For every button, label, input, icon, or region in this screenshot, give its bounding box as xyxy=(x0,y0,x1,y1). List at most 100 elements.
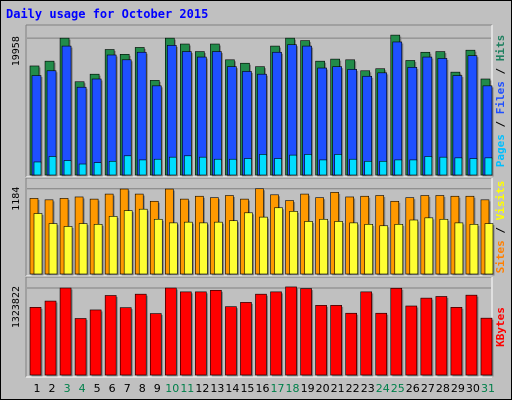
hits-files-bar-3 xyxy=(61,45,72,176)
hits-pages-bar-22 xyxy=(349,158,357,176)
hits-files-bar-26 xyxy=(407,67,418,176)
x-tick-label-18: 18 xyxy=(286,382,300,395)
x-tick-label-22: 22 xyxy=(346,382,360,395)
x-tick-label-16: 16 xyxy=(255,382,269,395)
visits-sites-bar-13 xyxy=(214,221,223,275)
hits-files-bar-8 xyxy=(136,51,147,176)
visits-sites-bar-29 xyxy=(454,222,464,275)
kbytes-kbytes-bar-15 xyxy=(240,302,252,376)
hits-label-part-0: Pages xyxy=(494,134,507,167)
hits-files-bar-23 xyxy=(362,75,373,176)
kbytes-kbytes-bar-25 xyxy=(390,287,403,376)
hits-pages-bar-28 xyxy=(439,156,448,176)
visits-sites-bar-17 xyxy=(274,207,283,275)
hits-series-label: Pages / Files / Hits xyxy=(494,35,507,168)
kbytes-kbytes-bar-6 xyxy=(104,295,117,376)
kbytes-kbytes-bar-31 xyxy=(480,317,493,376)
hits-label-part-3: / xyxy=(494,61,507,81)
hits-files-bar-14 xyxy=(227,66,237,176)
x-tick-label-21: 21 xyxy=(331,382,345,395)
hits-pages-bar-11 xyxy=(184,155,192,176)
hits-pages-bar-25 xyxy=(394,159,403,176)
kbytes-kbytes-bar-30 xyxy=(465,294,478,376)
visits-sites-bar-8 xyxy=(138,208,148,275)
kbytes-kbytes-bar-24 xyxy=(375,312,388,376)
hits-files-bar-4 xyxy=(76,86,87,176)
hits-pages-bar-7 xyxy=(123,155,132,176)
visits-sites-bar-9 xyxy=(153,218,163,275)
hits-pages-bar-2 xyxy=(48,156,57,176)
x-tick-label-29: 29 xyxy=(451,382,465,395)
x-tick-label-4: 4 xyxy=(79,382,86,395)
x-tick-label-19: 19 xyxy=(301,382,315,395)
visits-sites-bar-2 xyxy=(48,223,58,275)
visits-max-label: 1184 xyxy=(11,187,22,211)
visits-sites-bar-25 xyxy=(394,224,404,275)
chart-panels: 19958 Pages / Files / Hits 1184 Sites / Vis… xyxy=(11,24,507,378)
hits-files-bar-6 xyxy=(106,54,117,176)
hits-pages-bar-16 xyxy=(259,154,267,176)
x-tick-label-27: 27 xyxy=(421,382,435,395)
hits-pages-bar-13 xyxy=(214,158,222,176)
kbytes-kbytes-bar-9 xyxy=(149,313,162,376)
hits-label-part-4: Hits xyxy=(494,35,507,62)
kbytes-kbytes-bar-4 xyxy=(74,318,87,376)
hits-label-part-1: / xyxy=(494,114,507,134)
hits-pages-bar-18 xyxy=(289,154,297,176)
x-tick-label-5: 5 xyxy=(94,382,101,395)
kbytes-kbytes-bar-12 xyxy=(195,291,207,376)
x-tick-label-24: 24 xyxy=(376,382,390,395)
hits-pages-bar-31 xyxy=(484,157,493,176)
hits-files-bar-17 xyxy=(272,51,282,176)
x-tick-label-9: 9 xyxy=(154,382,161,395)
kbytes-kbytes-bar-1 xyxy=(29,307,42,376)
x-tick-label-28: 28 xyxy=(436,382,450,395)
hits-pages-bar-8 xyxy=(138,159,147,176)
hits-files-bar-20 xyxy=(317,67,327,176)
kbytes-kbytes-bar-2 xyxy=(44,300,57,376)
visits-sites-bar-27 xyxy=(424,217,434,275)
visits-label-part-1: / xyxy=(494,220,507,240)
visits-sites-bar-26 xyxy=(409,219,419,275)
kbytes-kbytes-bar-5 xyxy=(89,309,102,376)
x-tick-label-7: 7 xyxy=(124,382,131,395)
kbytes-kbytes-bar-21 xyxy=(330,305,342,376)
hits-pages-bar-29 xyxy=(454,157,463,176)
x-tick-label-11: 11 xyxy=(180,382,194,395)
hits-pages-bar-5 xyxy=(93,162,102,176)
x-tick-label-10: 10 xyxy=(165,382,179,395)
hits-pages-bar-12 xyxy=(199,156,207,176)
kbytes-kbytes-bar-18 xyxy=(285,286,297,376)
hits-pages-bar-24 xyxy=(379,160,388,176)
visits-sites-bar-11 xyxy=(184,221,193,275)
hits-pages-bar-6 xyxy=(108,160,117,176)
visits-sites-bar-10 xyxy=(168,222,178,275)
visits-sites-bar-16 xyxy=(259,216,268,275)
hits-pages-bar-30 xyxy=(469,158,478,176)
visits-sites-bar-22 xyxy=(349,222,358,275)
kbytes-kbytes-bar-3 xyxy=(59,287,72,376)
kbytes-kbytes-bar-8 xyxy=(134,293,147,376)
visits-sites-bar-21 xyxy=(334,221,343,275)
visits-label-part-2: Visits xyxy=(494,181,507,221)
visits-sites-bar-7 xyxy=(123,210,133,275)
x-tick-label-17: 17 xyxy=(271,382,285,395)
x-tick-label-20: 20 xyxy=(316,382,330,395)
hits-pages-bar-21 xyxy=(334,154,342,176)
hits-pages-bar-14 xyxy=(229,158,237,176)
x-tick-label-30: 30 xyxy=(466,382,480,395)
kbytes-series-label: KBytes xyxy=(494,307,507,347)
hits-pages-bar-20 xyxy=(319,159,327,176)
x-tick-label-13: 13 xyxy=(210,382,224,395)
visits-sites-bar-3 xyxy=(63,226,73,275)
x-tick-label-12: 12 xyxy=(195,382,209,395)
x-tick-label-31: 31 xyxy=(481,382,495,395)
hits-files-bar-25 xyxy=(392,41,403,176)
hits-max-label: 19958 xyxy=(11,36,22,66)
hits-pages-bar-1 xyxy=(33,161,42,176)
visits-sites-bar-30 xyxy=(469,224,479,275)
x-tick-label-8: 8 xyxy=(139,382,146,395)
visits-sites-bar-23 xyxy=(364,224,374,275)
hits-files-bar-10 xyxy=(166,45,177,176)
kbytes-kbytes-bar-10 xyxy=(164,287,177,376)
